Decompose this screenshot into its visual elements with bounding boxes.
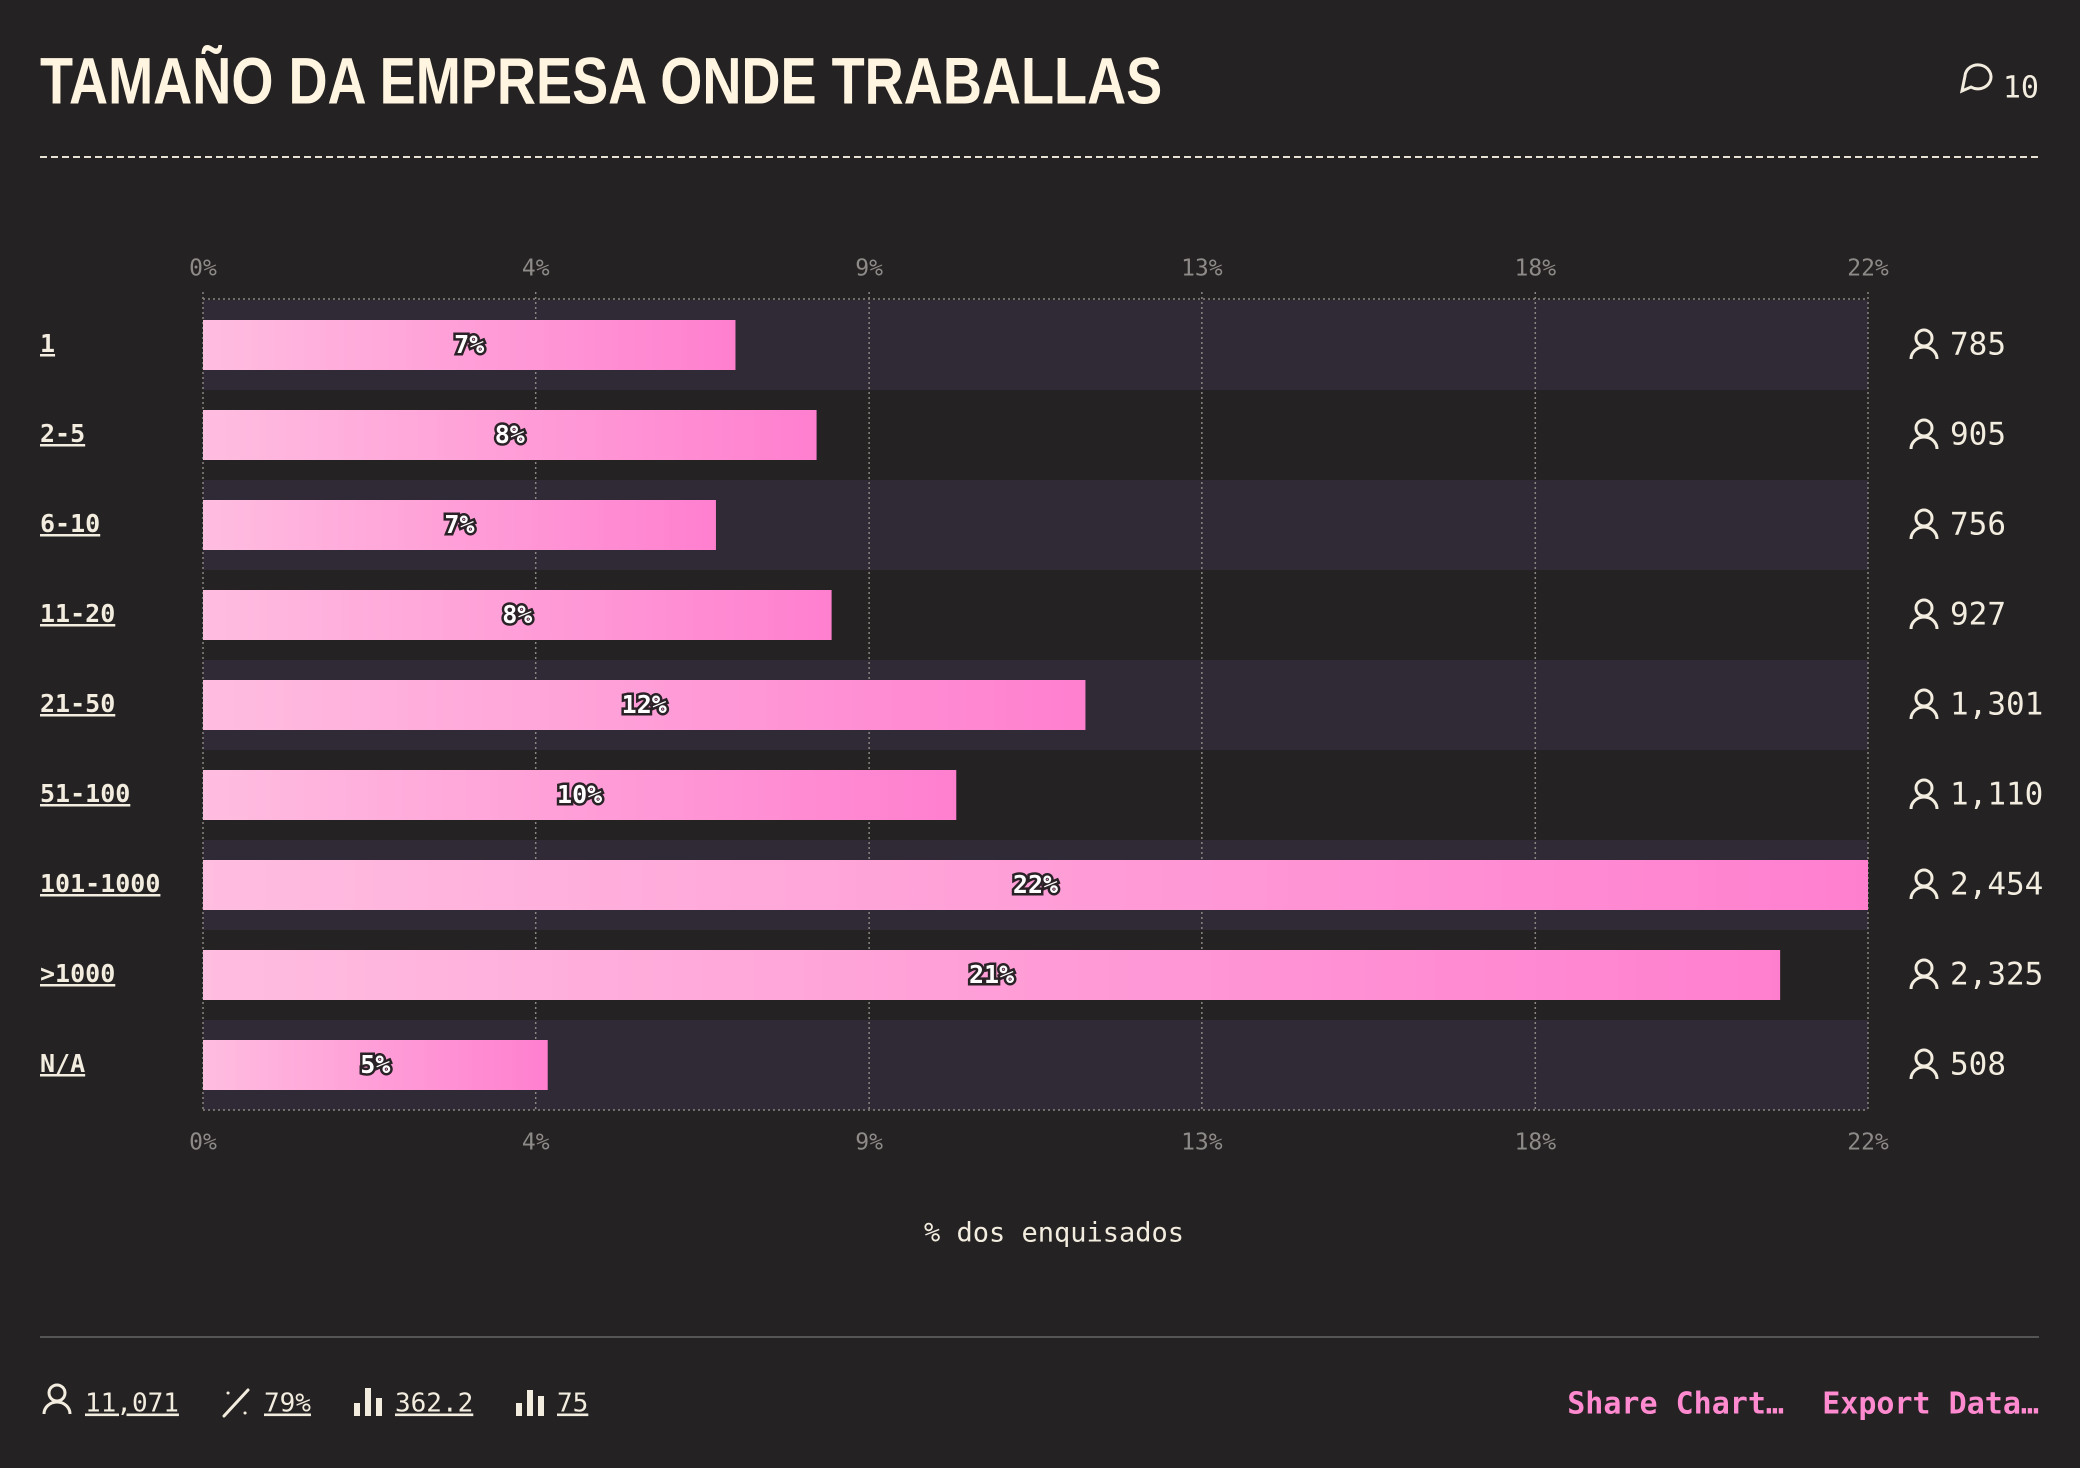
x-tick-label: 9% [855,256,883,282]
category-label: 11-20 [40,599,115,628]
category-label: 1 [40,329,55,358]
user-icon [1909,705,1939,720]
user-icon [1914,508,1934,528]
comment-icon[interactable] [1959,63,1993,94]
category-label: 2-5 [40,419,85,448]
x-tick-label: 4% [522,1130,550,1156]
respondents[interactable]: 11,071 [85,1389,179,1419]
rank-icon [516,1390,544,1416]
comment-count[interactable]: 10 [2003,71,2039,106]
user-icon [1914,418,1934,438]
value-label: 5% [360,1050,390,1079]
bar [203,860,1868,910]
x-tick-label: 9% [855,1130,883,1156]
category-label: 51-100 [40,779,130,808]
user-icon [1914,598,1934,618]
count-label: 1,301 [1950,687,2043,723]
user-icon [1909,615,1939,630]
value-label: 22% [1013,870,1058,899]
user-icon [47,1383,67,1403]
category-label: 21-50 [40,689,115,718]
count-label: 927 [1950,597,2006,633]
value-label: 7% [444,510,474,539]
rank[interactable]: 75 [557,1389,588,1419]
x-tick-label: 13% [1181,1130,1223,1156]
score-icon [354,1388,382,1416]
value-label: 7% [454,330,484,359]
export-button[interactable]: Export Data… [1822,1387,2039,1422]
x-tick-label: 0% [189,1130,217,1156]
x-tick-label: 4% [522,256,550,282]
share-button[interactable]: Share Chart… [1567,1387,1784,1422]
x-tick-label: 0% [189,256,217,282]
count-label: 756 [1950,507,2006,543]
bar [203,410,817,460]
user-icon [1909,345,1939,360]
count-label: 905 [1950,417,2006,453]
value-label: 10% [557,780,602,809]
value-label: 21% [969,960,1014,989]
user-icon [1909,885,1939,900]
user-icon [1914,1048,1934,1068]
count-label: 785 [1950,327,2006,363]
user-icon [1909,435,1939,450]
x-tick-label: 18% [1515,1130,1557,1156]
category-label: >1000 [40,959,115,988]
percent-icon [222,1388,250,1418]
user-icon [1914,868,1934,888]
chart-title: TAMAÑO DA EMPRESA ONDE TRABALLAS [40,43,1162,117]
bar [203,770,957,820]
user-icon [1914,778,1934,798]
value-label: 8% [502,600,532,629]
category-label: 101-1000 [40,869,160,898]
x-tick-label: 13% [1181,256,1223,282]
bar [203,320,736,370]
bar [203,950,1781,1000]
bar [203,590,832,640]
x-tick-label: 18% [1515,256,1557,282]
bar [203,1040,548,1090]
count-label: 2,454 [1950,867,2043,903]
percent[interactable]: 79% [264,1389,311,1419]
count-label: 2,325 [1950,957,2043,993]
value-label: 8% [495,420,525,449]
user-icon [1909,1065,1939,1080]
x-tick-label: 22% [1847,1130,1889,1156]
count-label: 1,110 [1950,777,2043,813]
score[interactable]: 362.2 [395,1389,473,1419]
user-icon [1914,328,1934,348]
count-label: 508 [1950,1047,2006,1083]
x-tick-label: 22% [1847,256,1889,282]
x-axis-label: % dos enquisados [924,1218,1184,1249]
user-icon [1909,795,1939,810]
bar [203,680,1086,730]
bar [203,500,716,550]
user-icon [1914,688,1934,708]
user-icon [1909,525,1939,540]
value-label: 12% [622,690,667,719]
category-label: 6-10 [40,509,100,538]
user-icon [42,1400,72,1415]
user-icon [1914,958,1934,978]
category-label: N/A [40,1049,85,1078]
footer-stats: 11,071 79% 362.2 75 [42,1383,588,1419]
user-icon [1909,975,1939,990]
